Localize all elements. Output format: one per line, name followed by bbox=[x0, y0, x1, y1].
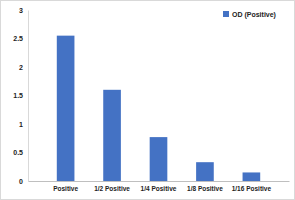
x-axis: Positive 1/2 Positive 1/4 Positive 1/8 Posi… bbox=[29, 182, 290, 192]
bar bbox=[243, 172, 261, 181]
y-tick: 0 bbox=[19, 178, 23, 185]
legend: OD (Positive) bbox=[223, 11, 276, 19]
bar bbox=[150, 137, 168, 181]
y-tick: 2.5 bbox=[13, 35, 23, 42]
x-tick: 1/16 Positive bbox=[232, 185, 272, 192]
chart: 0 0.5 1 1.5 2 2.5 3 Positive 1/2 Positive 1/4 Pos… bbox=[0, 0, 295, 200]
x-tick: 1/8 Positive bbox=[187, 185, 223, 192]
legend-label: OD (Positive) bbox=[232, 11, 276, 19]
bar bbox=[196, 162, 214, 181]
frame bbox=[1, 1, 295, 200]
y-tick-label: 0.5 bbox=[13, 149, 23, 156]
y-tick: 0.5 bbox=[13, 149, 23, 156]
bar bbox=[103, 90, 121, 181]
x-tick: 1/2 Positive bbox=[94, 185, 130, 192]
x-tick: Positive bbox=[53, 185, 78, 192]
plot: 0 0.5 1 1.5 2 2.5 3 Positive 1/2 Positive 1/4 Pos… bbox=[13, 7, 289, 192]
x-tick-label: 1/8 Positive bbox=[187, 185, 223, 192]
y-tick-label: 2.5 bbox=[13, 35, 23, 42]
y-axis: 0 0.5 1 1.5 2 2.5 3 bbox=[13, 7, 28, 185]
y-tick: 2 bbox=[19, 64, 23, 71]
bar bbox=[57, 36, 75, 181]
legend-swatch bbox=[223, 11, 229, 17]
y-tick: 1.5 bbox=[13, 92, 23, 99]
y-tick: 3 bbox=[19, 7, 23, 14]
y-tick-label: 1 bbox=[19, 121, 23, 128]
y-tick-label: 0 bbox=[19, 178, 23, 185]
x-tick-label: 1/4 Positive bbox=[141, 185, 177, 192]
y-tick-label: 3 bbox=[19, 7, 23, 14]
bars bbox=[57, 36, 260, 181]
x-tick-label: 1/2 Positive bbox=[94, 185, 130, 192]
y-tick: 1 bbox=[19, 121, 23, 128]
y-tick-label: 1.5 bbox=[13, 92, 23, 99]
x-axis-line bbox=[29, 181, 290, 182]
x-tick: 1/4 Positive bbox=[141, 185, 177, 192]
y-axis-line bbox=[28, 11, 29, 182]
x-tick-label: Positive bbox=[53, 185, 78, 192]
y-tick-label: 2 bbox=[19, 64, 23, 71]
x-tick-label: 1/16 Positive bbox=[232, 185, 272, 192]
